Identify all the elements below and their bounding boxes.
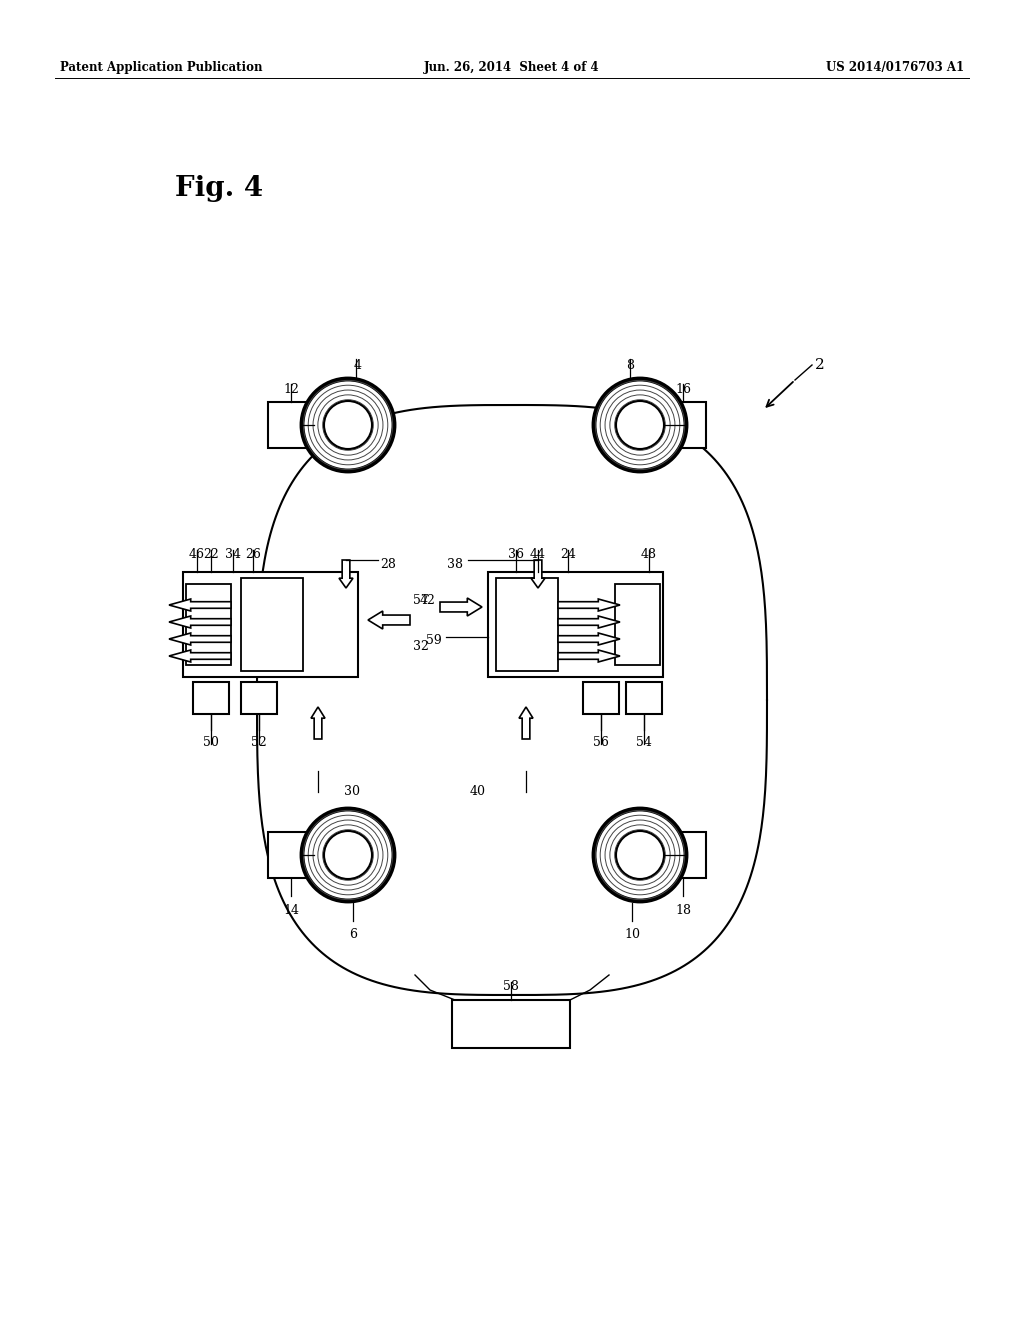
Circle shape: [302, 379, 394, 471]
Bar: [183, 572, 358, 677]
Text: Fig. 4: Fig. 4: [175, 176, 263, 202]
Circle shape: [594, 379, 686, 471]
Bar: [268, 832, 314, 878]
Polygon shape: [531, 560, 545, 587]
Polygon shape: [368, 611, 410, 630]
Text: 26: 26: [245, 548, 261, 561]
Text: 12: 12: [283, 383, 299, 396]
Text: US 2014/0176703 A1: US 2014/0176703 A1: [826, 62, 964, 74]
Polygon shape: [558, 634, 620, 645]
Circle shape: [616, 401, 664, 449]
Polygon shape: [440, 598, 482, 616]
Text: 8: 8: [626, 359, 634, 372]
Circle shape: [302, 809, 394, 902]
Polygon shape: [169, 634, 231, 645]
Polygon shape: [558, 599, 620, 611]
Circle shape: [324, 401, 372, 449]
Circle shape: [616, 832, 664, 879]
Text: 16: 16: [675, 383, 691, 396]
Polygon shape: [558, 649, 620, 663]
Text: 42: 42: [420, 594, 436, 607]
Polygon shape: [169, 616, 231, 628]
Polygon shape: [311, 708, 325, 739]
Text: 46: 46: [189, 548, 205, 561]
Text: 4: 4: [354, 359, 362, 372]
Bar: [452, 1001, 570, 1048]
Text: 58: 58: [503, 979, 519, 993]
Circle shape: [594, 809, 686, 902]
Bar: [615, 583, 660, 665]
Text: 36: 36: [508, 548, 524, 561]
Bar: [488, 572, 663, 677]
Text: 14: 14: [283, 904, 299, 917]
Text: 54: 54: [636, 737, 652, 748]
Bar: [626, 682, 662, 714]
Text: 28: 28: [380, 558, 396, 572]
Text: 44: 44: [530, 548, 546, 561]
Polygon shape: [169, 649, 231, 663]
Bar: [186, 583, 231, 665]
Text: 34: 34: [225, 548, 241, 561]
Polygon shape: [519, 708, 534, 739]
Text: 6: 6: [349, 928, 357, 941]
Text: 32: 32: [413, 640, 429, 653]
Bar: [660, 832, 706, 878]
Polygon shape: [339, 560, 353, 587]
Polygon shape: [558, 616, 620, 628]
Bar: [496, 578, 558, 671]
Text: 18: 18: [675, 904, 691, 917]
Text: 10: 10: [624, 928, 640, 941]
Bar: [660, 403, 706, 447]
Text: 22: 22: [203, 548, 219, 561]
Text: Patent Application Publication: Patent Application Publication: [60, 62, 262, 74]
Text: Jun. 26, 2014  Sheet 4 of 4: Jun. 26, 2014 Sheet 4 of 4: [424, 62, 600, 74]
Text: 38: 38: [447, 558, 463, 572]
Bar: [241, 578, 303, 671]
Text: 52: 52: [251, 737, 267, 748]
Text: 59: 59: [426, 634, 442, 647]
Circle shape: [324, 832, 372, 879]
Polygon shape: [169, 599, 231, 611]
Text: 24: 24: [560, 548, 575, 561]
Text: 40: 40: [470, 785, 486, 799]
Bar: [268, 403, 314, 447]
Text: 48: 48: [641, 548, 657, 561]
Text: 30: 30: [344, 785, 360, 799]
Bar: [583, 682, 618, 714]
Text: 56: 56: [593, 737, 609, 748]
Text: 2: 2: [815, 358, 825, 372]
Text: 50: 50: [203, 737, 219, 748]
Bar: [241, 682, 278, 714]
Text: 57: 57: [413, 594, 429, 607]
Bar: [193, 682, 229, 714]
